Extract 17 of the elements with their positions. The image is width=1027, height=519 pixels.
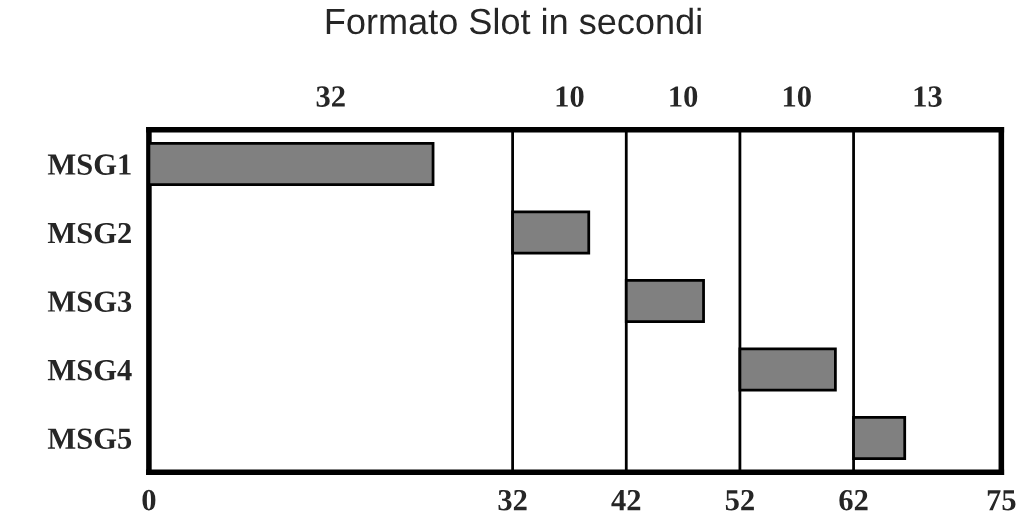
text: 10 bbox=[556, 86, 584, 107]
y-tick-label: MSG2 bbox=[47, 222, 131, 244]
text: 10 bbox=[783, 86, 811, 107]
x-tick-label: 75 bbox=[987, 490, 1016, 511]
x-tick-label: 62 bbox=[839, 489, 868, 511]
y-tick-label: MSG1 bbox=[47, 154, 131, 175]
x-tick-label: 32 bbox=[498, 489, 527, 511]
x-tick-label: 52 bbox=[725, 489, 754, 511]
y-tick-label: MSG3 bbox=[47, 291, 132, 312]
x-tick-label: 42 bbox=[611, 489, 641, 511]
text: 10 bbox=[670, 86, 698, 107]
text: 13 bbox=[914, 86, 942, 107]
chart-title: Formato Slot in secondi bbox=[326, 7, 701, 35]
y-tick-label: MSG4 bbox=[47, 359, 132, 381]
text: 32 bbox=[316, 86, 345, 107]
y-tick-label: MSG5 bbox=[47, 428, 132, 449]
x-tick-label: 0 bbox=[142, 489, 156, 511]
